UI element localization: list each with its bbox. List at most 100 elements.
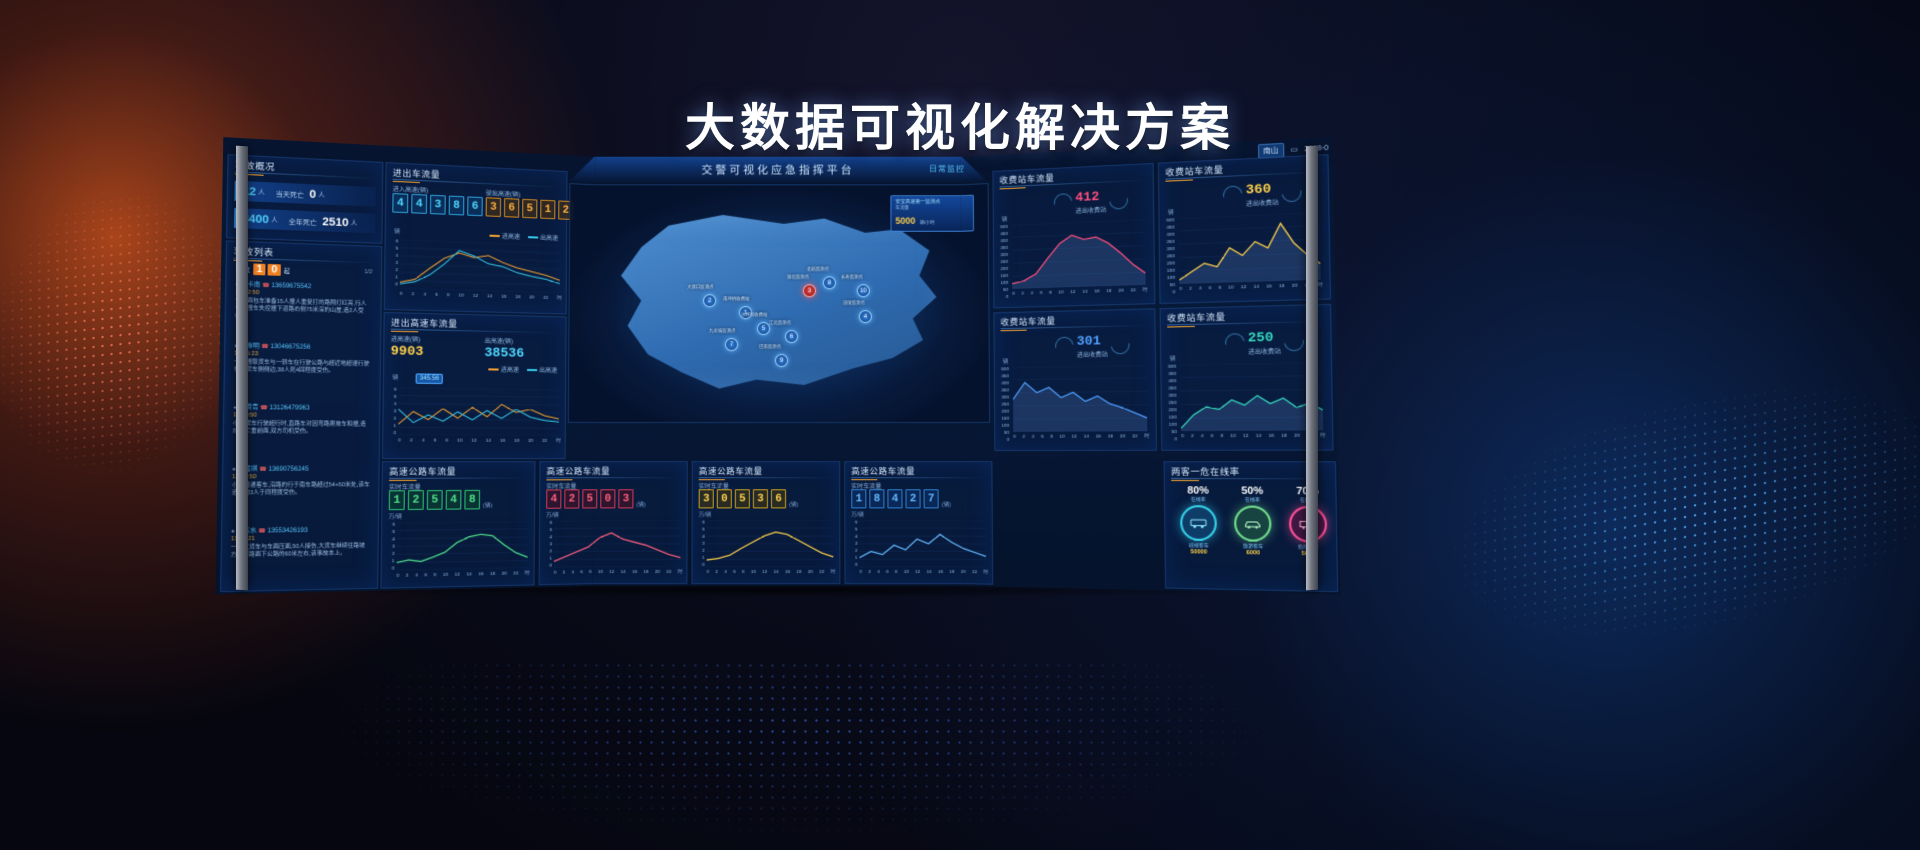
digit-cell: 5	[592, 489, 598, 509]
particle-field-bottom	[250, 660, 1350, 850]
map-pin[interactable]: 4	[858, 310, 872, 324]
online-rate-item[interactable]: 50% 在线率 旅游客车 6000	[1229, 485, 1276, 557]
metric-label: 实时车流量	[698, 484, 729, 491]
y-axis-unit: 辆	[394, 228, 401, 236]
y-axis-unit: 万/辆	[851, 512, 864, 519]
y-axis: 500 450 400 350 300 250 200 150 100 50 0	[1001, 366, 1010, 442]
list-pager[interactable]: 1/2	[364, 269, 373, 276]
callout-unit: 辆/小时	[919, 219, 935, 225]
digit-cell: 4	[411, 193, 428, 214]
dashboard-mode[interactable]: 日常监控	[929, 164, 964, 174]
list-item[interactable]: ● 王卡南 ☎ 1365967554215:02:50一辆面包车准备15人撞人重…	[235, 282, 373, 324]
online-rate-count: 50000	[1190, 549, 1208, 556]
map-pin[interactable]: 7	[725, 338, 739, 352]
chart-toll	[1180, 362, 1324, 432]
online-rate-name: 在线率	[1190, 496, 1206, 503]
digit-cell: 5	[426, 490, 443, 510]
panel-enter-highway-flow: 进出高速车流量 进高速(辆) 9903 出高速(辆) 38536 进高速 出高速 345.56…	[381, 311, 567, 460]
list-item[interactable]: ● 李嘉琪 ☎ 1369075624512:25:50小型普通客车,沿路的行于南…	[232, 466, 370, 498]
digit-cell: 4	[392, 193, 409, 214]
panel-title: 高速公路车流量	[593, 465, 610, 477]
pulse-ring-icon	[1219, 181, 1247, 208]
map-pin-label: 北碚监测点	[806, 266, 829, 272]
screen-frame-right	[1306, 145, 1318, 591]
digit-cell: 3	[618, 489, 634, 509]
dashboard-mode[interactable]: 日常监控	[960, 164, 965, 176]
chart-enter-highway	[398, 388, 559, 436]
map-panel[interactable]: 1南坪桥收费站2大渡口监测点3渝北监测点4涪陵监测点5沙坪坝收费站6江北监测点7…	[960, 183, 991, 426]
list-item[interactable]: ● 李腾青 ☎ 1312647996311:50:50小型货车行驶超行时,直路车…	[233, 405, 371, 437]
dashboard: 交警可视化应急指挥平台日常监控南山▭2018-0事故概况12人当天死亡0人340…	[215, 137, 596, 595]
map-pin[interactable]: 8	[822, 276, 836, 290]
y-axis: 500 450 400 350 300 250 200 150 100 50 0	[1000, 223, 1009, 300]
pulse-ring-icon	[1107, 331, 1134, 358]
map-pin[interactable]: 9	[775, 354, 788, 368]
map-pin-label: 江北监测点	[769, 320, 791, 326]
map-pin-label: 涪陵监测点	[842, 300, 865, 306]
chart-tooltip: 345.56	[415, 373, 444, 385]
metric-readout: 42503(辆)	[592, 489, 646, 509]
callout-site: 安宝高速第一监测点	[895, 199, 941, 206]
panel-title: 高速公路车流量	[389, 466, 457, 477]
toll-sub: 进出收费站	[1076, 352, 1108, 360]
callout-value-row: 5000 辆/小时	[961, 211, 969, 232]
metric-readout: 1 8 4 2 7 (辆)	[851, 489, 951, 509]
digit-cell: 0	[716, 489, 732, 509]
digit-cell: 6	[770, 489, 787, 509]
map-panel[interactable]: 1南坪桥收费站2大渡口监测点3渝北监测点4涪陵监测点5沙坪坝收费站6江北监测点7…	[567, 183, 596, 426]
map-pin[interactable]: 3	[802, 284, 816, 298]
digit-cell: 4	[546, 489, 562, 509]
list-item[interactable]: ● 黄志水 ☎ 1355342619311:10:21一辆大货车与车面压面,50…	[231, 527, 370, 560]
metric-out: 出高速(辆) 38536	[484, 336, 524, 361]
digit-cell: 1	[851, 489, 867, 509]
stat-unit: 人	[258, 190, 265, 197]
pulse-ring-icon	[1050, 189, 1076, 215]
digit-cell: 3	[485, 197, 502, 218]
dashboard-header: 交警可视化应急指挥平台 日常监控	[593, 157, 963, 183]
online-rate-count: 6000	[1246, 549, 1261, 557]
map-pin[interactable]: 10	[856, 284, 870, 298]
legend-entry: 出高速	[528, 232, 558, 242]
y-axis-unit: 辆	[1002, 359, 1009, 366]
list-item[interactable]: ● 梁振明 ☎ 1304667525614:25:23一轿撞取货车与一轿车在行驶…	[234, 343, 372, 376]
online-rate-caption: 班线客车 50000	[1176, 543, 1221, 556]
legend-entry: 进高速	[489, 231, 520, 241]
chart-legend: 进高速 出高速	[488, 364, 557, 374]
map-pin[interactable]: 2	[703, 294, 717, 308]
toll-sub: 进出收费站	[1248, 349, 1281, 357]
toll-sub: 进出收费站	[1075, 207, 1107, 216]
pulse-ring-icon	[1051, 332, 1078, 359]
online-rate-caption: 旅游客车 6000	[1230, 543, 1276, 557]
metric-label: 实时车流量	[851, 484, 882, 491]
toll-readout: 301 进出收费站	[1051, 330, 1134, 360]
digit-cell: 2	[905, 489, 921, 509]
stat-label: 当天死亡	[275, 190, 305, 199]
wall-segment-right: 交警可视化应急指挥平台日常监控南山▭2018-0事故概况12人当天死亡0人340…	[960, 137, 1341, 595]
chart-legend: 进高速 出高速	[489, 231, 558, 242]
panel-toll-station: 收费站车流量 412 进出收费站辆 500 450 400 350 300 250 200 150 1…	[992, 162, 1156, 309]
digit-cell: 1	[388, 490, 405, 511]
dashboard: 交警可视化应急指挥平台日常监控南山▭2018-0事故概况12人当天死亡0人340…	[960, 137, 1341, 595]
online-rate-item[interactable]: 80% 在线率 班线客车 50000	[1175, 485, 1221, 556]
digit-cell: 1	[540, 199, 556, 220]
chart-highway	[397, 521, 528, 570]
chart-highway	[961, 519, 986, 567]
chart-highway	[707, 520, 834, 566]
toll-readout: 250 进出收费站	[1221, 327, 1308, 357]
panel-highway-flow: 高速公路车流量 实时车流量 3 0 5 3 6 (辆) 万/辆 6 5 4 3 2 1 0 0 2 4 6 8 10 12 1…	[691, 461, 841, 585]
map-pin[interactable]: 6	[784, 330, 798, 344]
count-digit: 0	[267, 263, 281, 276]
